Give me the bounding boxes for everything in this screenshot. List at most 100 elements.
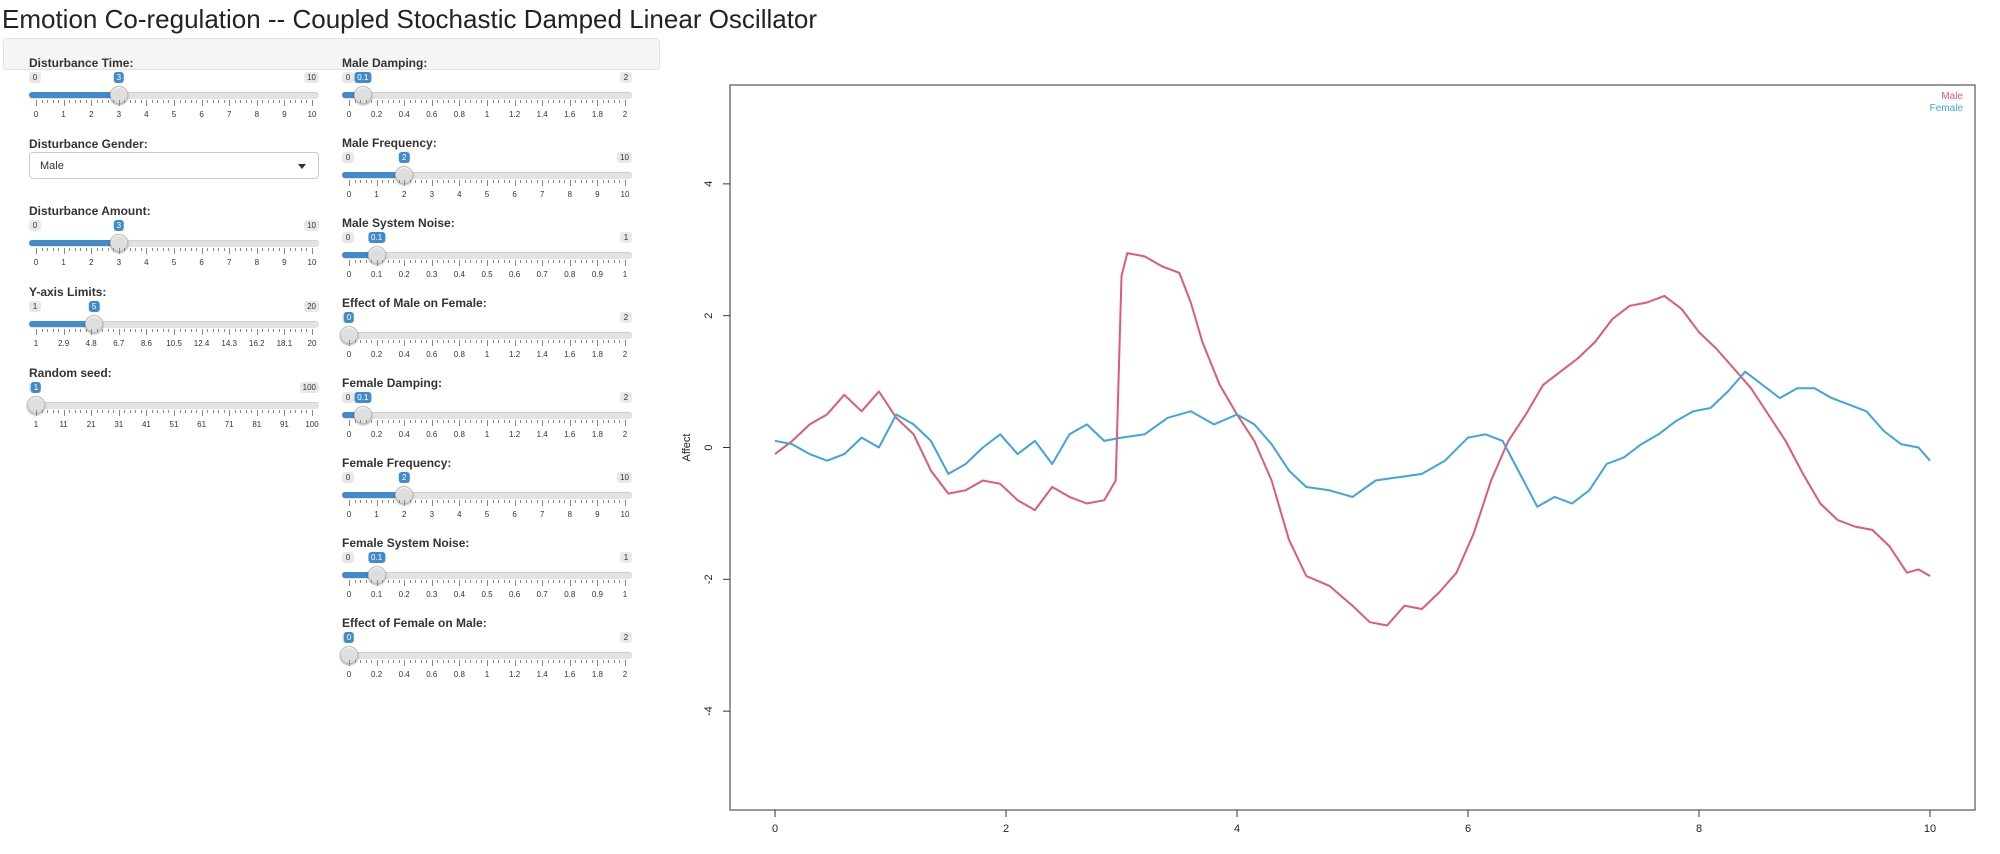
tick-mark <box>52 248 54 251</box>
tick-mark <box>185 410 187 413</box>
tick-mark <box>102 100 104 103</box>
tick-mark <box>382 420 384 423</box>
select-disturbance-gender[interactable]: Disturbance Gender: Male <box>29 137 319 201</box>
tick-mark <box>547 340 549 343</box>
tick-mark <box>398 420 400 423</box>
tick-mark <box>426 500 428 503</box>
tick-mark <box>459 180 461 186</box>
slider-female-system-noise[interactable]: Female System Noise: 0 1 0.1 0 0.1 0.2 0.3 0.4 0.… <box>342 536 632 600</box>
slider-track[interactable] <box>342 412 632 419</box>
tick-mark <box>245 410 247 413</box>
slider-male-damping[interactable]: Male Damping: 0 2 0.1 0 0.2 0.4 0.6 0.8 1 1.2 1.4 1.… <box>342 56 632 120</box>
tick-mark <box>453 340 455 343</box>
tick-mark <box>360 100 362 103</box>
tick-mark <box>602 340 604 343</box>
tick-mark <box>278 248 280 251</box>
tick-label: 0 <box>346 350 352 359</box>
tick-mark <box>503 100 505 103</box>
tick-mark <box>481 580 483 583</box>
tick-mark <box>360 660 362 663</box>
slider-female-damping[interactable]: Female Damping: 0 2 0.1 0 0.2 0.4 0.6 0.8 1 1.2 1.4… <box>342 376 632 440</box>
tick-mark <box>442 420 444 423</box>
tick-mark <box>398 660 400 663</box>
tick-mark <box>201 410 203 416</box>
slider-handle[interactable] <box>85 315 104 333</box>
tick-mark <box>223 100 225 103</box>
tick-mark <box>124 410 126 413</box>
slider-effect-female-on-male[interactable]: Effect of Female on Male:02000.20.40.60.… <box>340 616 632 680</box>
slider-y-axis-limits[interactable]: Y-axis Limits: 1 20 5 1 2.9 4.8 6.7 8.6 10.5 12.4 1… <box>29 285 319 349</box>
tick-mark <box>387 660 389 663</box>
slider-track[interactable] <box>342 252 632 259</box>
tick-mark <box>207 100 209 103</box>
tick-mark <box>107 248 109 251</box>
slider-track[interactable] <box>342 172 632 179</box>
tick-mark <box>453 260 455 263</box>
tick-mark <box>300 410 302 413</box>
tick-mark <box>542 660 544 666</box>
tick-mark <box>267 329 269 332</box>
slider-track[interactable] <box>29 92 319 99</box>
tick-mark <box>437 420 439 423</box>
tick-mark <box>453 580 455 583</box>
slider-track[interactable] <box>342 572 632 579</box>
tick-mark <box>547 580 549 583</box>
slider-track[interactable] <box>342 92 632 99</box>
slider-male-frequency[interactable]: Male Frequency: 0 10 2 0 1 2 3 4 5 6 7 8 9 10 <box>342 136 632 200</box>
tick-mark <box>306 410 308 413</box>
tick-mark <box>564 420 566 423</box>
tick-label: 0.2 <box>371 110 383 119</box>
slider-value-bubble: 0.1 <box>368 232 386 243</box>
slider-value-bubble: 5 <box>88 301 100 312</box>
slider-track[interactable] <box>342 332 632 339</box>
slider-track[interactable] <box>342 492 632 499</box>
tick-mark <box>525 420 527 423</box>
slider-track[interactable] <box>29 402 319 409</box>
tick-mark <box>431 500 433 506</box>
tick-mark <box>475 420 477 423</box>
tick-mark <box>464 260 466 263</box>
tick-mark <box>442 500 444 503</box>
tick-mark <box>542 260 544 266</box>
tick-label: 3 <box>429 510 435 519</box>
slider-effect-male-on-female[interactable]: Effect of Male on Female:02000.20.40.60.… <box>340 296 632 360</box>
slider-track[interactable] <box>29 240 319 247</box>
slider-disturbance-time[interactable]: Disturbance Time: 0 10 3 0 1 2 3 4 5 6 7 8 9 10 <box>29 56 319 120</box>
tick-mark <box>459 260 461 266</box>
tick-mark <box>245 329 247 332</box>
tick-mark <box>354 260 356 263</box>
gender-select[interactable]: Male <box>29 152 319 179</box>
tick-mark <box>475 260 477 263</box>
tick-mark <box>536 660 538 663</box>
tick-mark <box>273 248 275 251</box>
tick-mark <box>278 100 280 103</box>
tick-label: 0 <box>346 510 352 519</box>
slider-track[interactable] <box>342 652 632 659</box>
slider-male-system-noise[interactable]: Male System Noise: 0 1 0.1 0 0.1 0.2 0.3 0.4 0.5 0… <box>342 216 632 280</box>
tick-mark <box>602 180 604 183</box>
tick-mark <box>415 500 417 503</box>
tick-mark <box>569 260 571 266</box>
tick-mark <box>597 340 599 346</box>
tick-mark <box>464 180 466 183</box>
slider-handle[interactable] <box>353 406 372 424</box>
slider-disturbance-amount[interactable]: Disturbance Amount: 0 10 3 0 1 2 3 4 5 6 7 8 9 10 <box>29 204 319 268</box>
slider-ticks: 0 0.1 0.2 0.3 0.4 0.5 0.6 0.7 0.8 0.9 1 <box>342 260 632 280</box>
tick-mark <box>569 500 571 506</box>
tick-mark <box>223 410 225 413</box>
tick-mark <box>404 420 406 426</box>
slider-min-label: 0 <box>29 72 41 83</box>
tick-mark <box>531 180 533 183</box>
slider-track[interactable] <box>29 321 319 328</box>
tick-mark <box>536 500 538 503</box>
slider-handle[interactable] <box>353 86 372 104</box>
slider-max-label: 10 <box>304 72 319 83</box>
tick-mark <box>190 329 192 332</box>
tick-mark <box>135 410 137 413</box>
tick-mark <box>273 329 275 332</box>
slider-random-seed[interactable]: Random seed:110011112131415161718191100 <box>27 366 319 430</box>
slider-female-frequency[interactable]: Female Frequency: 0 10 2 0 1 2 3 4 5 6 7 8 9 10 <box>342 456 632 520</box>
tick-mark <box>47 248 49 251</box>
tick-mark <box>262 410 264 413</box>
